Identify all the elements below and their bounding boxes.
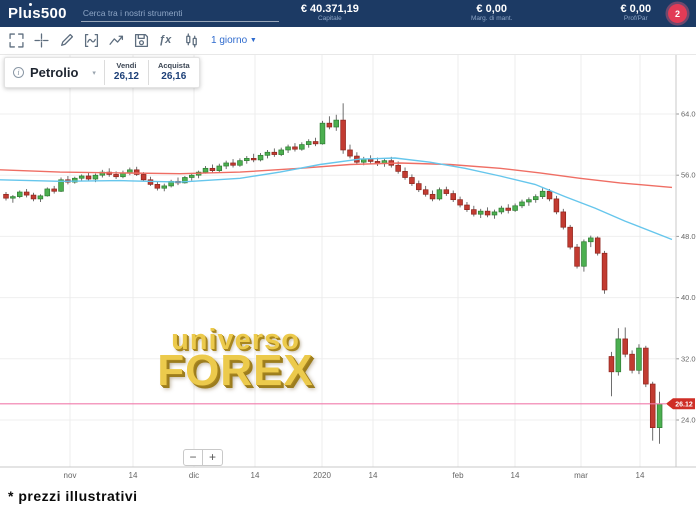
svg-text:14: 14 xyxy=(636,471,645,480)
svg-text:14: 14 xyxy=(251,471,260,480)
zoom-out-button[interactable]: − xyxy=(183,449,203,466)
buy-button[interactable]: Acquista 26,16 xyxy=(147,60,199,85)
svg-text:26.12: 26.12 xyxy=(675,401,693,408)
account-profit: € 0,00 Prof/Par xyxy=(620,4,651,22)
capital-label: Capitale xyxy=(317,14,342,22)
notifications-badge[interactable]: 2 xyxy=(668,4,687,23)
chart-toolbar: ƒx 1 giorno ▼ xyxy=(0,27,696,55)
svg-text:14: 14 xyxy=(129,471,138,480)
info-icon[interactable]: i xyxy=(13,67,24,78)
profit-label: Prof/Par xyxy=(623,14,648,22)
svg-text:2020: 2020 xyxy=(313,471,331,480)
svg-text:24.00: 24.00 xyxy=(681,416,696,425)
instrument-name: Petrolio xyxy=(30,65,79,80)
svg-text:14: 14 xyxy=(511,471,520,480)
svg-text:48.00: 48.00 xyxy=(681,232,696,241)
timeframe-dropdown[interactable]: 1 giorno ▼ xyxy=(211,35,257,46)
fit-screen-icon[interactable] xyxy=(9,33,24,48)
svg-text:mar: mar xyxy=(574,471,588,480)
patterns-icon[interactable] xyxy=(109,33,124,48)
margin-value: € 0,00 xyxy=(476,3,507,16)
account-margin: € 0,00 Marg. di mant. xyxy=(471,4,513,22)
account-capital: € 40.371,19 Capitale xyxy=(301,4,359,22)
svg-text:40.00: 40.00 xyxy=(681,293,696,302)
svg-text:56.00: 56.00 xyxy=(681,171,696,180)
illustrative-prices-note: * prezzi illustrativi xyxy=(8,488,138,504)
candlestick-chart[interactable]: 64.00 56.00 48.00 40.00 32.00 24.00 nov 14 dic 14… xyxy=(0,55,696,485)
timeframe-label: 1 giorno xyxy=(211,35,248,46)
sell-label: Vendi xyxy=(116,61,137,71)
top-bar: Plus500 € 40.371,19 Capitale € 0,00 Marg… xyxy=(0,0,696,27)
instrument-chevron-icon[interactable]: ▾ xyxy=(92,69,96,77)
profit-value: € 0,00 xyxy=(620,3,652,16)
instrument-panel: i Petrolio ▾ Vendi 26,12 Acquista 26,16 xyxy=(4,57,200,88)
buy-price: 26,16 xyxy=(161,71,187,83)
svg-text:nov: nov xyxy=(64,471,77,480)
chevron-down-icon: ▼ xyxy=(249,37,257,44)
save-icon[interactable] xyxy=(134,33,149,48)
svg-text:32.00: 32.00 xyxy=(681,354,696,363)
zoom-in-button[interactable]: + xyxy=(203,449,223,466)
svg-text:14: 14 xyxy=(369,471,378,480)
margin-label: Marg. di mant. xyxy=(470,14,513,22)
sell-price: 26,12 xyxy=(113,71,139,83)
search-input[interactable] xyxy=(80,5,279,22)
zoom-controls: − + xyxy=(183,449,223,466)
crosshair-icon[interactable] xyxy=(34,33,49,48)
fx-functions-icon[interactable]: ƒx xyxy=(159,34,172,46)
buy-label: Acquista xyxy=(157,61,190,71)
sell-button[interactable]: Vendi 26,12 xyxy=(103,60,148,85)
svg-text:dic: dic xyxy=(189,471,199,480)
capital-value: € 40.371,19 xyxy=(300,3,359,16)
plus500-logo: Plus500 xyxy=(8,3,67,22)
svg-text:64.00: 64.00 xyxy=(681,110,696,119)
chart-type-icon[interactable] xyxy=(184,33,199,48)
svg-text:feb: feb xyxy=(452,471,464,480)
draw-pencil-icon[interactable] xyxy=(59,33,74,48)
chart-canvas: 64.00 56.00 48.00 40.00 32.00 24.00 nov 14 dic 14… xyxy=(0,55,696,480)
indicators-icon[interactable] xyxy=(84,33,99,48)
